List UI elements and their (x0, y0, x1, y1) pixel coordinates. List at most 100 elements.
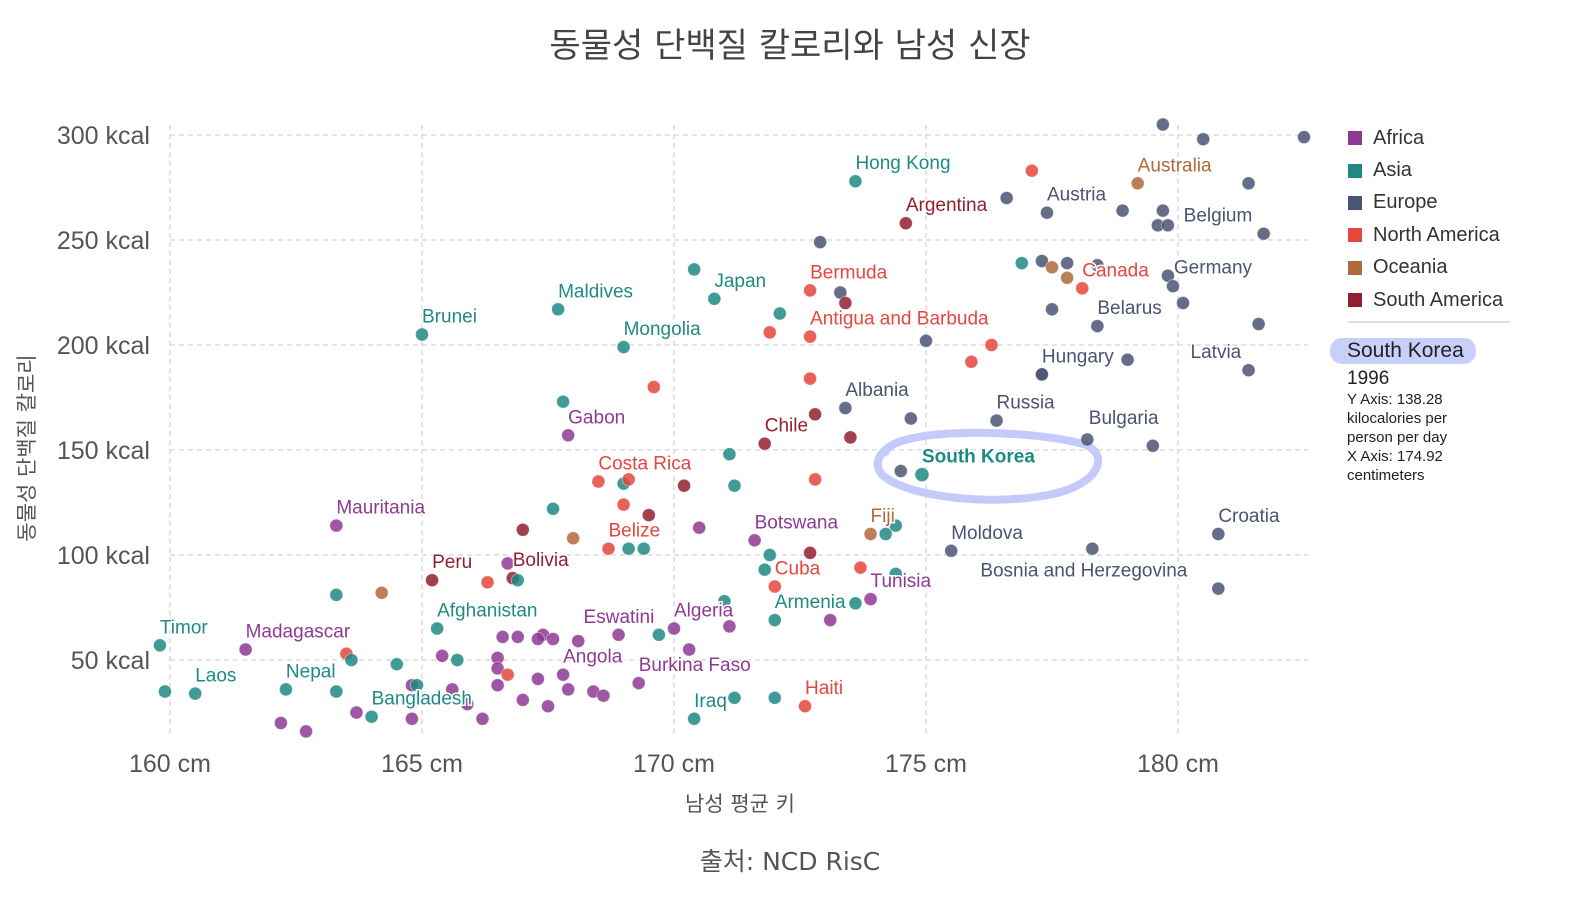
point-africa (823, 613, 838, 627)
data-points (153, 117, 1311, 739)
point-europe (1035, 367, 1049, 382)
point-asia (687, 262, 702, 277)
point-gabon (561, 428, 576, 443)
legend-swatch (1348, 228, 1362, 243)
label-australia: Australia (1138, 155, 1212, 176)
point-asia (556, 394, 571, 409)
legend-item-africa[interactable]: Africa (1344, 122, 1574, 154)
source-note: 출처: NCD RisC (699, 847, 881, 876)
legend-item-oceania[interactable]: Oceania (1344, 252, 1574, 284)
legend-item-north-america[interactable]: North America (1344, 219, 1574, 251)
label-albania: Albania (845, 380, 909, 401)
point-asia (727, 478, 742, 493)
point-north-america (616, 497, 631, 512)
point-south-america (803, 546, 817, 560)
point-russia (989, 413, 1004, 428)
y-tick-label: 100 kcal (57, 542, 150, 570)
point-angola (556, 667, 571, 682)
point-asia (329, 588, 344, 602)
legend-label: Oceania (1373, 256, 1448, 279)
point-asia (757, 562, 772, 577)
point-africa (405, 711, 419, 726)
x-tick-label: 180 cm (1137, 750, 1219, 778)
label-croatia: Croatia (1218, 506, 1280, 527)
label-bermuda: Bermuda (810, 262, 888, 283)
point-mongolia (616, 340, 631, 355)
label-hungary: Hungary (1042, 346, 1114, 367)
legend-item-europe[interactable]: Europe (1344, 187, 1574, 219)
point-africa (460, 697, 475, 711)
label-peru: Peru (432, 552, 472, 573)
tooltip-year: 1996 (1347, 368, 1390, 389)
point-europe (1166, 279, 1180, 294)
point-europe (903, 411, 918, 426)
point-belize (601, 541, 616, 556)
legend-swatch (1348, 293, 1362, 308)
label-belize: Belize (608, 521, 660, 542)
label-bolivia: Bolivia (513, 550, 569, 571)
point-peru (425, 573, 439, 588)
point-africa (490, 678, 505, 693)
point-south-korea (914, 467, 930, 483)
point-africa (571, 634, 586, 648)
y-tick-label: 250 kcal (57, 227, 150, 255)
x-axis-title: 남성 평균 키 (685, 792, 795, 816)
point-tunisia (863, 592, 878, 606)
point-haiti (798, 699, 812, 714)
point-oceania (374, 585, 389, 600)
label-russia: Russia (997, 393, 1056, 414)
point-timor (153, 638, 167, 653)
label-belarus: Belarus (1097, 298, 1161, 319)
point-south-america (838, 296, 853, 310)
legend-swatch (1348, 260, 1362, 275)
label-costa-rica: Costa Rica (598, 454, 691, 475)
point-north-america (1024, 163, 1039, 178)
label-mongolia: Mongolia (624, 319, 702, 340)
grid (169, 125, 1308, 733)
label-iraq: Iraq (694, 691, 727, 712)
point-north-america (803, 371, 817, 386)
point-south-america (843, 430, 858, 445)
label-bangladesh: Bangladesh (372, 689, 472, 710)
point-south-america (808, 407, 823, 422)
point-canada (1075, 281, 1090, 296)
point-maldives (551, 302, 565, 317)
legend-item-south-america[interactable]: South America (1344, 284, 1574, 316)
point-oceania (1060, 270, 1075, 285)
point-bulgaria (1145, 438, 1160, 453)
point-asia (767, 690, 782, 705)
point-europe (1196, 132, 1211, 147)
point-iraq (687, 711, 702, 726)
point-asia (1014, 256, 1029, 271)
point-belgium (1256, 226, 1271, 241)
point-asia (450, 653, 465, 667)
point-asia (546, 501, 560, 516)
point-cuba (767, 579, 782, 594)
label-antigua-and-barbuda: Antigua and Barbuda (810, 309, 989, 330)
point-japan (707, 291, 722, 306)
tooltip-y-value: Y Axis: 138.28 kilocalories per person p… (1347, 391, 1448, 446)
point-latvia (1241, 363, 1256, 378)
point-asia (389, 657, 404, 672)
point-asia (651, 627, 666, 642)
point-africa (515, 693, 530, 707)
label-armenia: Armenia (775, 592, 846, 613)
tooltip-panel: South Korea 1996 Y Axis: 138.28 kilocalo… (1330, 338, 1570, 485)
label-gabon: Gabon (568, 407, 625, 428)
point-africa (682, 642, 697, 657)
label-madagascar: Madagascar (246, 622, 351, 643)
point-labels: Hong Kong Australia Argentina Austria Belgiu… (158, 152, 1281, 714)
point-belarus (1090, 319, 1105, 334)
point-chile (757, 436, 772, 451)
point-eswatini (611, 627, 626, 642)
point-europe (893, 464, 908, 478)
legend-label: Africa (1373, 126, 1425, 149)
point-asia (878, 527, 893, 541)
point-algeria (667, 621, 681, 636)
label-bosnia-and-herzegovina: Bosnia and Herzegovina (980, 561, 1187, 582)
legend-swatch (1348, 131, 1362, 146)
point-europe (1155, 203, 1170, 218)
legend-item-asia[interactable]: Asia (1344, 154, 1574, 186)
label-chile: Chile (765, 416, 808, 437)
